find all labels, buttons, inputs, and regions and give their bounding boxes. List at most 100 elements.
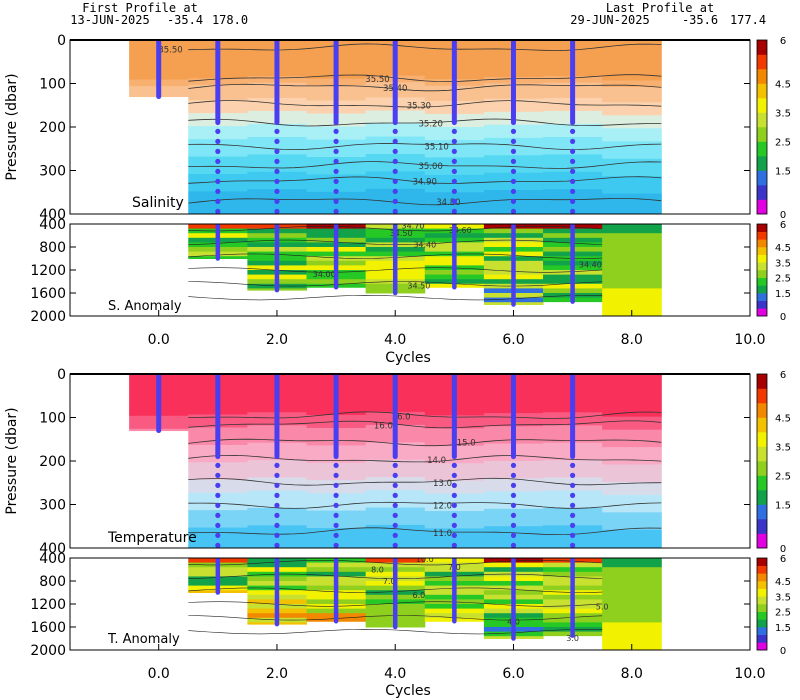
san-contour-label: 34.70	[402, 222, 425, 231]
sal-cell	[602, 102, 662, 116]
tmp-contour-label: 16.0	[374, 421, 393, 431]
tmp-profile-point	[510, 462, 517, 468]
colorbar-swatch	[757, 461, 767, 476]
sal-profile-point	[570, 208, 576, 214]
tmp-cell	[188, 510, 248, 529]
sal-contour-label: 35.20	[419, 120, 443, 130]
tmp-contour-label: 16.0	[392, 413, 411, 423]
sal-profile-point	[274, 208, 280, 214]
colorbar-swatch	[757, 170, 767, 186]
sal-cell	[483, 137, 544, 156]
xtick-label: 0.0	[148, 666, 170, 682]
ytick-label: 1200	[30, 597, 66, 613]
tmp-profile-point	[510, 502, 517, 508]
tmp-profile-point	[451, 542, 457, 548]
colorbar-swatch	[757, 300, 767, 309]
sal-profile-point	[451, 198, 457, 204]
san-cell	[602, 283, 662, 289]
colorbar-tick-label: 1.5	[775, 167, 791, 178]
sal-cell	[543, 137, 603, 155]
tmp-profile-point	[392, 542, 398, 548]
tmp-profile-point	[215, 502, 221, 508]
tan-contour-label: 3.0	[566, 634, 579, 643]
sal-profile-point	[570, 168, 576, 174]
xtick-label: 4.0	[384, 666, 406, 682]
tmp-profile-point	[215, 532, 221, 538]
sal-cell	[602, 40, 662, 81]
sal-profile-point	[451, 148, 457, 154]
ytick-label: 200	[39, 454, 66, 470]
tmp-profile-point	[392, 492, 398, 498]
tan-cell	[602, 604, 662, 610]
tmp-profile-point	[274, 502, 280, 508]
colorbar-swatch	[757, 285, 767, 294]
tan-cell	[602, 571, 662, 577]
tan-cell	[602, 599, 662, 605]
sal-contour-line	[188, 176, 662, 184]
tan-contour-label: 7.0	[383, 577, 396, 586]
tmp-profile-point	[392, 472, 398, 478]
sal-cell	[247, 137, 308, 155]
tmp-contour-label: 13.0	[433, 479, 452, 489]
tmp-profile-point	[510, 522, 517, 528]
ytick-label: 300	[39, 164, 66, 180]
tmp-profile-point	[451, 522, 457, 528]
tmp-profile-point	[333, 502, 339, 508]
tan-cell	[602, 585, 662, 591]
ytick-label: 800	[39, 574, 66, 590]
ytick-label: 400	[39, 541, 66, 557]
salinity-panel-label: Salinity	[132, 195, 184, 211]
tan-contour-label: 6.0	[413, 591, 426, 600]
san-cell	[602, 297, 662, 303]
colorbar-tick-label: 6	[780, 370, 786, 381]
colorbar-swatch	[757, 254, 767, 263]
sal-contour-line	[188, 118, 662, 127]
xtick-label: 6.0	[502, 666, 524, 682]
colorbar-swatch	[757, 199, 767, 215]
sal-profile-point	[274, 188, 280, 194]
sal-profile-point	[392, 198, 398, 204]
colorbar-tick-label: 6	[780, 554, 786, 565]
sal-profile-point	[215, 128, 221, 134]
salinity-ylabel: Pressure (dbar)	[4, 73, 20, 180]
colorbar-swatch	[757, 141, 767, 157]
tmp-profile-point	[274, 482, 280, 488]
colorbar-swatch	[757, 446, 767, 462]
tmp-profile-point	[333, 482, 339, 488]
tan-cell	[602, 590, 662, 596]
colorbar-swatch	[757, 604, 767, 612]
ytick-label: 400	[39, 217, 66, 233]
san-cell	[602, 270, 662, 276]
colorbar-swatch	[757, 627, 767, 635]
sal-cell	[365, 136, 426, 155]
xtick-label: 10.0	[734, 332, 765, 348]
xtick-label: 2.0	[266, 332, 288, 348]
san-cell	[602, 247, 662, 253]
tmp-contour-line	[188, 420, 662, 429]
temperature-panel-fill: 16.016.0 15.0 14.0 13.0 12.0 11.0	[129, 374, 662, 548]
colorbar-swatch	[757, 40, 767, 55]
sal-profile-point	[510, 198, 517, 204]
colorbar-tick-label: 0	[780, 210, 786, 221]
tmp-profile-point	[333, 492, 339, 498]
tmp-profile-point	[570, 502, 576, 508]
sal-profile-point	[570, 138, 576, 144]
san-cell	[602, 306, 662, 312]
tmp-profile-point	[215, 492, 221, 498]
ytick-label: 1200	[30, 263, 66, 279]
colorbar-swatch	[757, 127, 767, 142]
tmp-cell	[602, 464, 662, 483]
tmp-profile-point	[451, 532, 457, 538]
colorbar-swatch	[757, 533, 767, 549]
san-cell	[602, 265, 662, 271]
tan-cell	[602, 594, 662, 600]
tmp-profile-point	[215, 462, 221, 468]
colorbar-swatch	[757, 432, 767, 447]
sal-profile-point	[392, 128, 398, 134]
sal-cell	[188, 139, 248, 158]
sal-contour-line	[188, 198, 662, 206]
colorbar-tick-label: 4.5	[775, 243, 791, 254]
tmp-cell	[365, 490, 426, 509]
tan-cell	[602, 631, 662, 637]
